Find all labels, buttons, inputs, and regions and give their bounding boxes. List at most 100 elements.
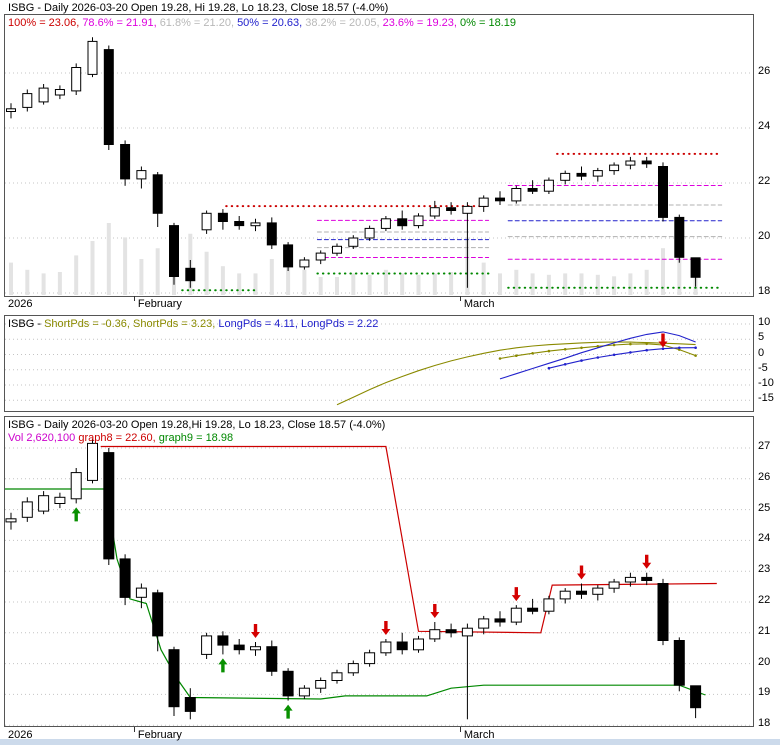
candle-body — [184, 697, 196, 712]
price-panel-bottom: ISBG - Daily 2026-03-20 Open 19.28,Hi 19… — [4, 416, 754, 727]
candle-body — [609, 164, 620, 172]
axis-label: 18 — [758, 717, 771, 730]
candle-body — [559, 590, 571, 600]
candle-body — [217, 212, 228, 223]
indicator-chart-canvas[interactable] — [5, 316, 753, 411]
candle-body — [152, 592, 164, 637]
candle-body — [201, 635, 213, 655]
candle-body — [54, 89, 65, 96]
axis-label: 23 — [758, 563, 771, 576]
candle-body — [71, 67, 82, 92]
legend-part: Vol 2,620,100 — [8, 432, 79, 444]
axis-label: February — [137, 298, 182, 310]
candle-body — [674, 216, 685, 258]
candle-body — [103, 49, 114, 145]
candle-body — [120, 144, 131, 180]
candle-body — [266, 222, 277, 246]
indicator-marker — [563, 363, 567, 366]
price-chart-canvas-bottom[interactable] — [5, 417, 753, 726]
legend-part: ShortPds = -0.36, — [44, 318, 134, 330]
indicator-marker — [547, 349, 551, 353]
candle-body — [624, 576, 636, 583]
candle-body — [576, 172, 587, 177]
indicator-legend: ISBG - ShortPds = -0.36, ShortPds = 3.23… — [8, 318, 378, 330]
candle-body — [396, 641, 408, 651]
candle-body — [511, 188, 522, 202]
legend-part: 78.6% = 21.91, — [82, 17, 160, 29]
axis-label: 20 — [758, 230, 771, 242]
indicator-marker — [629, 342, 632, 346]
indicator-marker — [612, 343, 616, 347]
candle-body — [169, 225, 179, 278]
candle-body — [413, 638, 424, 651]
candle-body — [70, 472, 82, 500]
month-tick — [133, 727, 135, 732]
indicator-marker — [678, 348, 681, 351]
graph8-line — [100, 445, 717, 634]
candle-body — [315, 252, 326, 261]
candle-body — [364, 227, 375, 239]
bottom-scrollbar[interactable] — [0, 739, 780, 745]
candle-body — [250, 222, 261, 227]
candle-body — [185, 267, 196, 282]
indicator-marker — [547, 366, 551, 370]
down-arrow-signal — [381, 621, 391, 635]
candle-body — [413, 215, 424, 227]
candle-body — [576, 590, 587, 595]
axis-label: 24 — [758, 532, 771, 545]
axis-label: 19 — [758, 686, 771, 699]
candle-body — [527, 607, 539, 612]
indicator-marker — [629, 351, 632, 354]
indicator-marker — [694, 346, 697, 349]
candle-body — [495, 197, 505, 202]
candle-body — [641, 160, 652, 165]
indicator-marker — [580, 346, 583, 350]
bottom-panel-title: ISBG - Daily 2026-03-20 Open 19.28,Hi 19… — [8, 419, 386, 431]
candle-body — [315, 680, 327, 689]
candle-body — [543, 179, 554, 192]
candle-body — [478, 197, 489, 207]
indicator-line — [336, 341, 696, 406]
up-arrow-signal — [71, 507, 81, 522]
candle-body — [87, 442, 98, 481]
candle-body — [380, 641, 392, 654]
candle-body — [429, 207, 440, 217]
axis-label: -5 — [758, 361, 768, 374]
axis-label: 0 — [758, 346, 765, 359]
legend-part: graph8 = 22.60, — [78, 432, 159, 444]
legend-part: ISBG - — [8, 318, 45, 330]
legend-part: 0% = 18.19 — [460, 17, 516, 29]
top-panel-title: ISBG - Daily 2026-03-20 Open 19.28, Hi 1… — [8, 2, 389, 14]
axis-label: 24 — [758, 120, 771, 132]
candle-body — [119, 558, 131, 598]
price-chart-canvas-top[interactable] — [5, 15, 753, 296]
down-arrow-signal — [658, 333, 668, 348]
candle-body — [168, 649, 180, 708]
candle-body — [462, 205, 473, 214]
candle-body — [690, 685, 702, 709]
axis-label: 20 — [758, 655, 771, 668]
legend-part: ShortPds = 3.23, — [133, 318, 219, 330]
candle-body — [298, 687, 310, 697]
candle-body — [527, 188, 538, 192]
up-arrow-signal — [283, 704, 293, 719]
legend-part: 100% = 23.06, — [8, 17, 83, 29]
candle-body — [560, 172, 571, 181]
indicator-marker — [498, 357, 502, 360]
candle-body — [478, 618, 490, 629]
candle-body — [152, 174, 163, 214]
axis-label: 2026 — [8, 298, 33, 310]
candle-body — [331, 672, 343, 682]
candle-body — [510, 607, 522, 623]
candle-body — [445, 629, 457, 634]
candle-body — [673, 640, 685, 686]
candle-body — [38, 87, 49, 103]
indicator-marker — [596, 345, 600, 348]
candle-body — [234, 221, 245, 227]
candle-body — [136, 170, 147, 180]
candle-body — [299, 259, 310, 268]
axis-label: 26 — [758, 65, 771, 77]
indicator-marker — [678, 346, 681, 350]
axis-label: 27 — [758, 440, 771, 452]
indicator-marker — [580, 359, 583, 362]
